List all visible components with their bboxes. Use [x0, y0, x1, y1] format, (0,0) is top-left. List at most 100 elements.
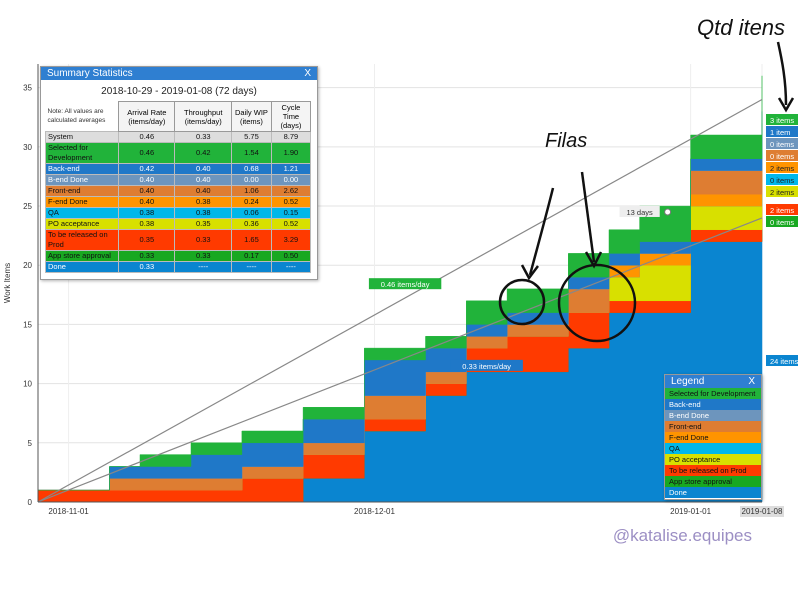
- summary-row-name: App store approval: [44, 250, 120, 262]
- legend-item[interactable]: B-end Done: [665, 410, 761, 421]
- annotation-label: 13 days: [626, 208, 653, 217]
- legend-item[interactable]: Selected for Development: [665, 388, 761, 399]
- summary-row: System 0.46 0.33 5.75 8.79: [44, 131, 312, 143]
- summary-cell: 0.33: [174, 250, 233, 262]
- summary-row: Selected for Development 0.46 0.42 1.54 1.90: [44, 142, 312, 164]
- arrow-filas-left: [528, 187, 555, 276]
- annotation-box: [368, 278, 442, 290]
- summary-cell: 0.17: [231, 250, 272, 262]
- summary-cell: 0.38: [174, 196, 233, 208]
- summary-row-name: PO acceptance: [44, 218, 120, 230]
- summary-row-name: B-end Done: [44, 174, 120, 186]
- summary-cell: 3.29: [270, 229, 312, 251]
- summary-cell: 0.46: [118, 142, 176, 164]
- summary-row-name: To be released on Prod: [44, 229, 120, 251]
- right-label: 2 items: [770, 206, 794, 215]
- axes: 0 5 10 15 20 25 30 35 2018-11-01 2018-12-01 2019-0…: [3, 64, 784, 517]
- summary-cell: 2.62: [270, 185, 312, 197]
- summary-row: Front-end 0.40 0.40 1.06 2.62: [44, 185, 312, 197]
- summary-cell: 0.35: [118, 229, 176, 251]
- summary-cell: 0.46: [118, 131, 176, 143]
- summary-row: To be released on Prod 0.35 0.33 1.65 3.29: [44, 229, 312, 251]
- right-label: 0 items: [770, 140, 794, 149]
- legend-item[interactable]: PO acceptance: [665, 454, 761, 465]
- legend-panel[interactable]: Legend X Selected for Development Back-en…: [664, 374, 762, 500]
- trend-line: [37, 217, 763, 503]
- summary-cell: 0.42: [118, 163, 176, 175]
- legend-item[interactable]: QA: [665, 443, 761, 454]
- summary-cell: 0.40: [174, 163, 233, 175]
- summary-title: Summary Statistics: [47, 68, 133, 79]
- close-icon[interactable]: X: [748, 376, 755, 387]
- summary-row: QA 0.38 0.38 0.06 0.15: [44, 207, 312, 219]
- arrow-qtd: [776, 41, 788, 106]
- arrowhead-filas-left: [520, 264, 539, 281]
- legend-item[interactable]: F-end Done: [665, 432, 761, 443]
- lead-time-marker: [664, 208, 672, 216]
- summary-cell: 0.33: [118, 261, 176, 273]
- right-label: 0 items: [770, 218, 794, 227]
- right-label: 0 items: [770, 176, 794, 185]
- summary-header[interactable]: Summary Statistics X: [41, 67, 317, 80]
- handwritten-filas: Filas: [545, 130, 587, 152]
- summary-cell: 8.79: [270, 131, 312, 143]
- summary-table: Note: All values are calculated averages…: [44, 101, 312, 273]
- area-series: [37, 75, 763, 503]
- legend-item[interactable]: To be released on Prod: [665, 465, 761, 476]
- summary-cell: 1.90: [270, 142, 312, 164]
- legend-items: Selected for Development Back-end B-end Do…: [665, 388, 761, 498]
- summary-cell: 0.52: [270, 218, 312, 230]
- summary-row-name: Done: [44, 261, 120, 273]
- legend-title: Legend: [671, 376, 705, 387]
- summary-cell: 0.33: [118, 250, 176, 262]
- right-label: 3 items: [770, 116, 794, 125]
- y-tick-label: 20: [23, 261, 32, 270]
- trend-lines: [37, 98, 763, 503]
- summary-cell: ----: [270, 261, 312, 273]
- right-label-box: [766, 186, 798, 197]
- legend-item[interactable]: Front-end: [665, 421, 761, 432]
- legend-item[interactable]: App store approval: [665, 476, 761, 487]
- y-tick-label: 30: [23, 143, 32, 152]
- right-label: 2 items: [770, 188, 794, 197]
- right-label-box: [766, 162, 798, 173]
- handwritten-annotations: Qtd itens Filas @katalise.equipes: [498, 15, 795, 545]
- legend-item[interactable]: Done: [665, 487, 761, 498]
- summary-statistics-panel[interactable]: Summary Statistics X 2018-10-29 - 2019-0…: [40, 66, 318, 280]
- y-tick-label: 10: [23, 380, 32, 389]
- summary-row: B-end Done 0.40 0.40 0.00 0.00: [44, 174, 312, 186]
- summary-row: PO acceptance 0.38 0.35 0.36 0.52: [44, 218, 312, 230]
- y-tick-label: 15: [23, 320, 32, 329]
- right-label: 1 item: [770, 128, 790, 137]
- summary-row-name: QA: [44, 207, 120, 219]
- summary-row: App store approval 0.33 0.33 0.17 0.50: [44, 250, 312, 262]
- summary-cell: 0.68: [231, 163, 272, 175]
- y-axis-label: Work Items: [3, 263, 12, 303]
- legend-item[interactable]: Back-end: [665, 399, 761, 410]
- summary-cell: 0.42: [174, 142, 233, 164]
- summary-cell: 0.06: [231, 207, 272, 219]
- right-label-box: [766, 216, 798, 227]
- summary-cell: 1.06: [231, 185, 272, 197]
- right-label: 24 items: [770, 357, 799, 366]
- col-cycle-time: Cycle Time (days): [270, 101, 312, 132]
- circle-queue-right: [557, 263, 637, 343]
- close-icon[interactable]: X: [304, 68, 311, 79]
- annotations: 13 days 0.46 items/day 0.33 items/day: [368, 205, 672, 371]
- summary-note: Note: All values are calculated averages: [45, 101, 119, 132]
- y-tick-label: 25: [23, 202, 32, 211]
- col-arrival-rate: Arrival Rate (items/day): [118, 101, 176, 132]
- summary-cell: 0.40: [174, 185, 233, 197]
- summary-cell: 0.40: [118, 185, 176, 197]
- x-tick-highlight: [740, 506, 784, 517]
- summary-cell: 0.33: [174, 131, 233, 143]
- legend-header[interactable]: Legend X: [665, 375, 761, 388]
- summary-cell: 0.36: [231, 218, 272, 230]
- summary-row-name: System: [44, 131, 120, 143]
- x-tick-label: 2018-12-01: [354, 507, 395, 516]
- watermark: @katalise.equipes: [613, 526, 752, 545]
- circle-queue-left: [498, 278, 546, 326]
- area-selected-for-development: [38, 75, 763, 491]
- right-label-box: [766, 355, 798, 366]
- summary-cell: ----: [174, 261, 233, 273]
